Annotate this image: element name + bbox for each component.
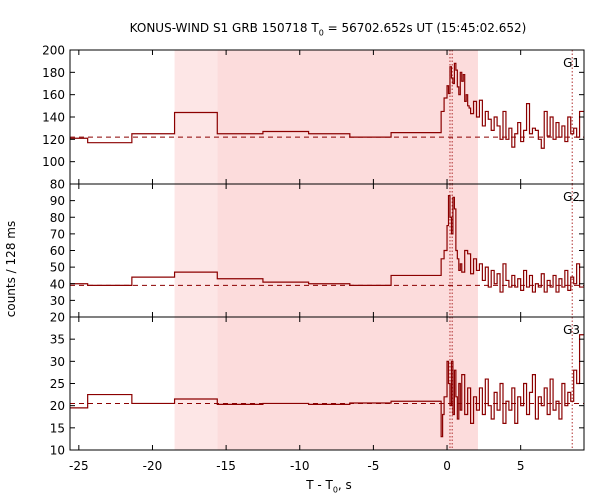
y-tick-label-G3-20: 20 bbox=[50, 399, 65, 413]
y-tick-label-G2-30: 30 bbox=[50, 294, 65, 308]
light-curve-G2 bbox=[70, 195, 584, 293]
y-tick-label-G3-15: 15 bbox=[50, 421, 65, 435]
y-tick-label-G1-180: 180 bbox=[42, 66, 65, 80]
chart-title: KONUS-WIND S1 GRB 150718 T0 = 56702.652s… bbox=[129, 21, 527, 38]
panel-label-G1: G1 bbox=[563, 56, 580, 70]
x-tick-label--25: -25 bbox=[69, 459, 89, 473]
x-tick-label--20: -20 bbox=[143, 459, 163, 473]
y-tick-label-G2-70: 70 bbox=[50, 227, 65, 241]
y-tick-label-G1-160: 160 bbox=[42, 88, 65, 102]
y-tick-label-G1-120: 120 bbox=[42, 133, 65, 147]
y-tick-label-G2-50: 50 bbox=[50, 261, 65, 275]
y-tick-label-G2-40: 40 bbox=[50, 277, 65, 291]
x-tick-label--10: -10 bbox=[290, 459, 310, 473]
y-tick-label-G1-80: 80 bbox=[50, 178, 65, 192]
y-tick-label-G1-140: 140 bbox=[42, 111, 65, 125]
shaded-interval-1 bbox=[217, 50, 478, 450]
panel-label-G2: G2 bbox=[563, 190, 580, 204]
shaded-interval-0 bbox=[174, 50, 218, 450]
y-tick-label-G1-200: 200 bbox=[42, 44, 65, 58]
y-tick-label-G2-60: 60 bbox=[50, 244, 65, 258]
panel-label-G3: G3 bbox=[563, 323, 580, 337]
x-tick-label-0: 0 bbox=[443, 459, 451, 473]
light-curve-G1 bbox=[70, 62, 584, 149]
y-tick-label-G3-10: 10 bbox=[50, 444, 65, 458]
y-tick-label-G3-25: 25 bbox=[50, 377, 65, 391]
y-tick-label-G2-20: 20 bbox=[50, 311, 65, 325]
x-axis-label: T - T0, s bbox=[306, 478, 352, 495]
x-tick-label--5: -5 bbox=[367, 459, 379, 473]
x-tick-label-5: 5 bbox=[517, 459, 525, 473]
y-tick-label-G3-35: 35 bbox=[50, 333, 65, 347]
y-tick-label-G3-30: 30 bbox=[50, 355, 65, 369]
y-tick-label-G1-100: 100 bbox=[42, 155, 65, 169]
y-tick-label-G2-90: 90 bbox=[50, 194, 65, 208]
x-tick-label--15: -15 bbox=[216, 459, 236, 473]
y-tick-label-G2-80: 80 bbox=[50, 211, 65, 225]
light-curve-G3 bbox=[70, 334, 584, 438]
y-axis-label: counts / 128 ms bbox=[4, 220, 18, 318]
